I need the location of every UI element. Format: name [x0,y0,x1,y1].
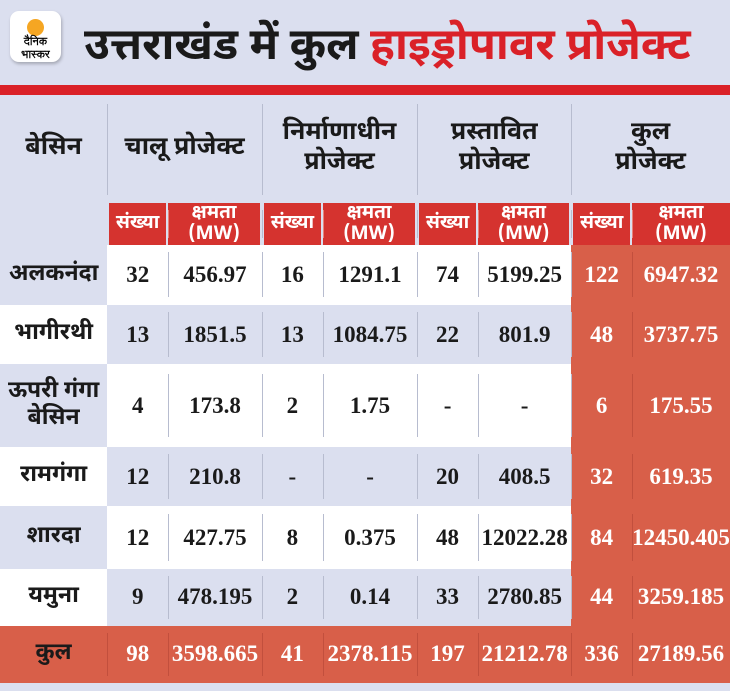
svg-text:भास्कर: भास्कर [20,46,51,61]
